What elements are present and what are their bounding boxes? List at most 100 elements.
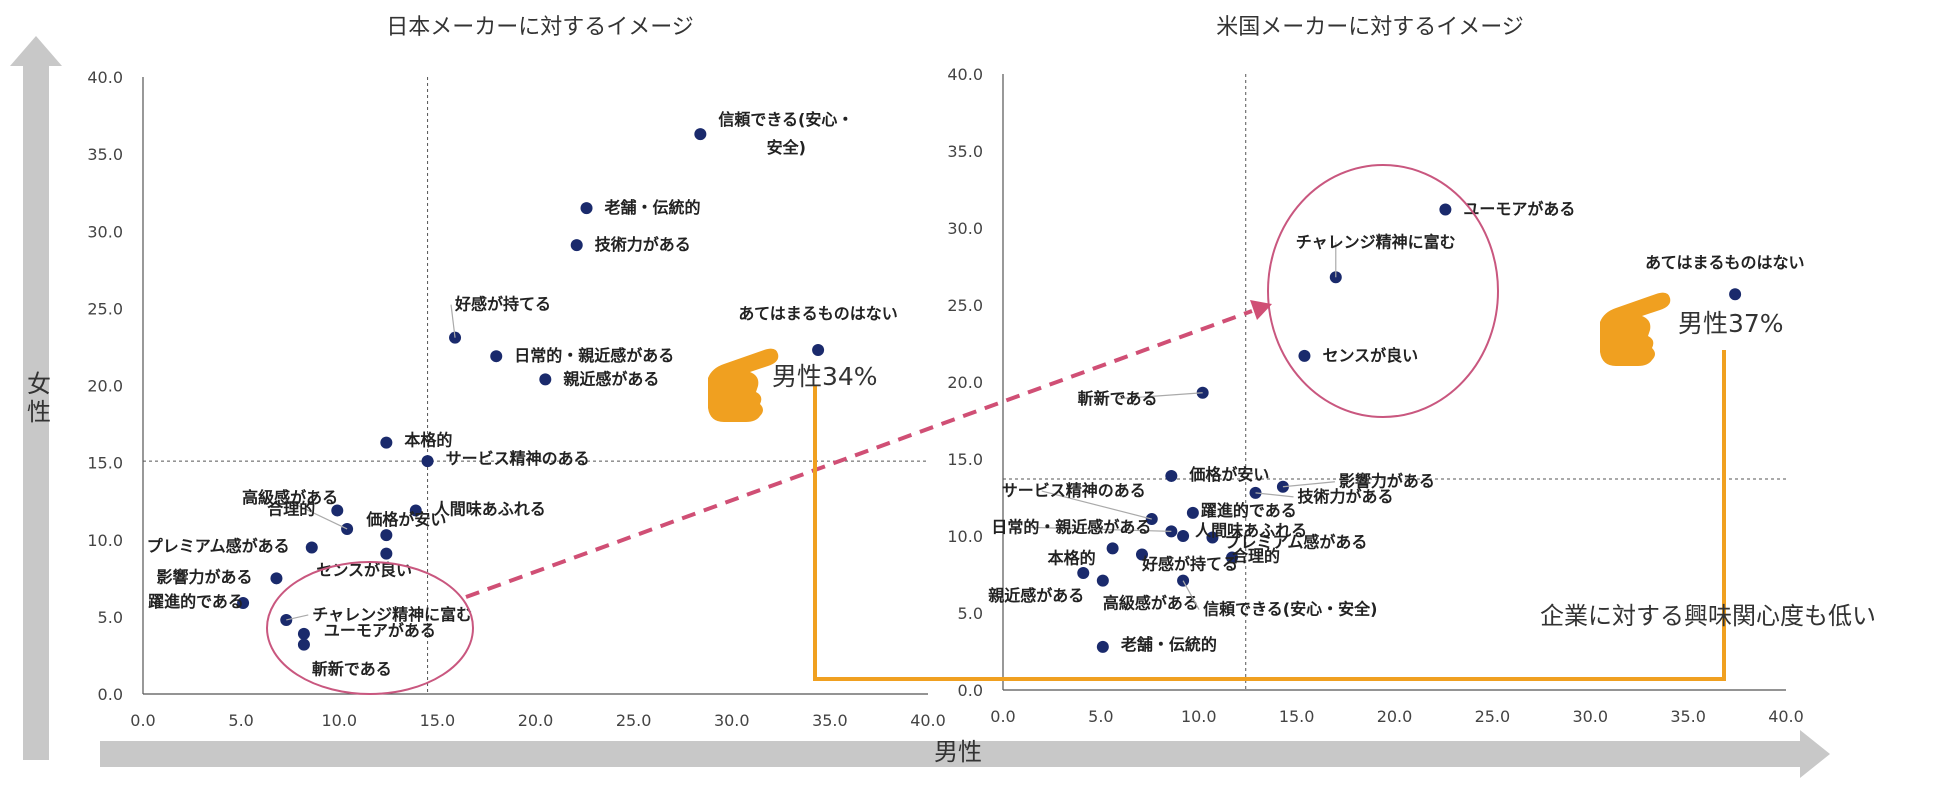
data-point xyxy=(331,504,344,517)
x-tick-label: 25.0 xyxy=(1475,707,1511,726)
y-tick-label: 5.0 xyxy=(958,604,983,623)
leader-line xyxy=(286,614,309,621)
chart-title-us: 米国メーカーに対するイメージ xyxy=(1216,15,1524,40)
data-label: チャレンジ精神に富む xyxy=(1296,232,1456,251)
x-tick-label: 40.0 xyxy=(910,711,946,730)
x-tick-label: 30.0 xyxy=(1572,707,1608,726)
data-point xyxy=(1135,548,1148,561)
y-tick-label: 40.0 xyxy=(87,68,123,87)
data-labels-jp: 信頼できる(安心・安全) 老舗・伝統的技術力がある好感が持てる日常的・親近感がある… xyxy=(147,110,898,679)
data-label: 親近感がある xyxy=(563,369,659,388)
y-tick-label: 30.0 xyxy=(947,219,983,238)
x-tick-label: 0.0 xyxy=(990,707,1015,726)
chart-us-makers: 米国メーカーに対するイメージ 0.0 5.0 10.0 15.0 20.0 25.0 30.… xyxy=(947,15,1804,726)
data-point xyxy=(1106,542,1119,555)
orange-bracket-line xyxy=(813,350,1726,681)
x-tick-label: 10.0 xyxy=(1181,707,1217,726)
highlight-circle-jp xyxy=(266,561,474,695)
chart-title-japanese: 日本メーカーに対するイメージ xyxy=(386,15,694,40)
data-label: 人間味あふれる xyxy=(1195,521,1307,540)
data-label: あてはまるものはない xyxy=(1645,253,1804,272)
data-point xyxy=(237,596,250,609)
pointing-hand-icon-us xyxy=(1600,292,1671,366)
pointing-hand-icon-jp xyxy=(708,348,779,422)
y-tick-label: 35.0 xyxy=(947,142,983,161)
x-tick-label: 20.0 xyxy=(518,711,554,730)
us-male-percent-callout: 男性37% xyxy=(1678,309,1784,338)
data-point xyxy=(1729,288,1742,301)
x-tick-label: 5.0 xyxy=(228,711,253,730)
data-label: 価格が安い xyxy=(365,510,446,529)
male-axis-label: 男性 xyxy=(934,738,982,766)
data-point xyxy=(1186,506,1199,519)
data-label: 価格が安い xyxy=(1188,465,1269,484)
data-label: 影響力がある xyxy=(1339,472,1435,491)
x-tick-label: 35.0 xyxy=(812,711,848,730)
leader-line xyxy=(1255,492,1294,498)
data-label: 日常的・親近感がある xyxy=(991,517,1151,536)
data-label: 高級感がある xyxy=(242,488,338,507)
y-tick-label: 15.0 xyxy=(947,450,983,469)
data-label: 親近感がある xyxy=(988,586,1084,605)
data-point xyxy=(490,350,503,363)
data-points-us xyxy=(1077,203,1742,653)
y-tick-label: 20.0 xyxy=(87,377,123,396)
data-point xyxy=(570,239,583,252)
data-label: ユーモアがある xyxy=(324,621,436,640)
data-point xyxy=(694,128,707,141)
female-axis-arrow xyxy=(10,36,62,760)
data-point xyxy=(1096,640,1109,653)
data-label: あてはまるものはない xyxy=(738,304,897,323)
data-point xyxy=(409,504,422,517)
data-label: 人間味あふれる xyxy=(434,499,546,518)
data-label: 安全) xyxy=(767,138,806,157)
data-label: プレミアム感がある xyxy=(1224,533,1367,552)
leader-line xyxy=(1182,580,1200,610)
leader-line xyxy=(450,304,456,338)
y-tick-label: 15.0 xyxy=(87,454,123,473)
y-tick-label: 35.0 xyxy=(87,145,123,164)
data-point xyxy=(1439,203,1452,216)
leader-line xyxy=(1031,526,1172,532)
data-point xyxy=(1177,530,1190,542)
data-label: 斬新である xyxy=(312,660,392,679)
y-tick-label: 0.0 xyxy=(98,685,123,704)
leader-line xyxy=(1041,490,1152,520)
y-tick-label: 10.0 xyxy=(87,531,123,550)
leader-line xyxy=(1282,481,1335,488)
y-tick-label: 20.0 xyxy=(947,373,983,392)
y-tick-label: 10.0 xyxy=(947,527,983,546)
data-label: 信頼できる(安心・ xyxy=(718,110,853,129)
data-point xyxy=(580,202,593,215)
data-label: センスが良い xyxy=(1322,346,1418,365)
x-tick-label: 35.0 xyxy=(1670,707,1706,726)
female-axis-label-1: 女 xyxy=(27,370,51,398)
data-label: サービス精神のある xyxy=(1002,481,1146,500)
data-points-jp xyxy=(237,128,825,651)
data-label: プレミアム感がある xyxy=(147,536,290,555)
data-point xyxy=(1096,574,1109,587)
data-point xyxy=(380,547,393,560)
y-tick-label: 5.0 xyxy=(98,608,123,627)
x-tick-label: 10.0 xyxy=(321,711,357,730)
data-point xyxy=(305,541,318,554)
x-tick-label: 25.0 xyxy=(616,711,652,730)
highlight-circle-us xyxy=(1267,164,1499,418)
jp-male-percent-callout: 男性34% xyxy=(772,362,878,391)
x-tick-labels-us: 0.0 5.0 10.0 15.0 20.0 25.0 30.0 35.0 40.0 xyxy=(990,707,1804,726)
x-tick-label: 30.0 xyxy=(714,711,750,730)
x-tick-label: 5.0 xyxy=(1088,707,1113,726)
x-tick-label: 15.0 xyxy=(420,711,456,730)
data-label: 技術力がある xyxy=(595,235,691,254)
data-point xyxy=(380,436,393,449)
data-point xyxy=(297,638,310,651)
data-label: 好感が持てる xyxy=(1141,554,1238,573)
data-label: 合理的 xyxy=(267,499,315,518)
data-label: 老舗・伝統的 xyxy=(604,198,701,217)
data-point xyxy=(421,455,434,468)
y-tick-label: 0.0 xyxy=(958,681,983,700)
data-point xyxy=(812,344,825,357)
data-label: サービス精神のある xyxy=(446,449,590,468)
